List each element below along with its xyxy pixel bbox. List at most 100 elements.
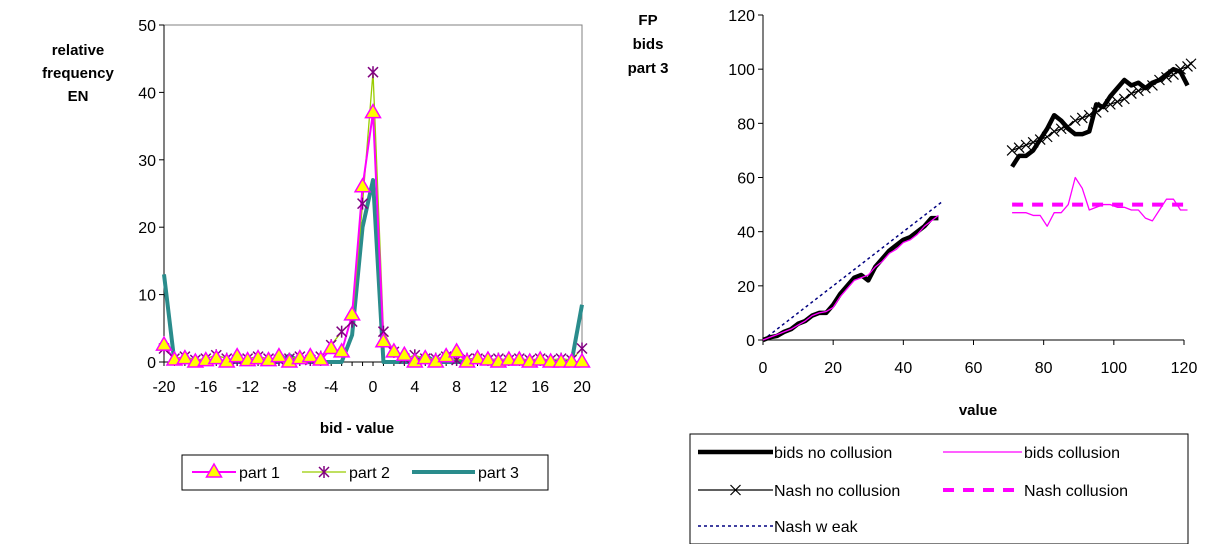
series-point-part-1: [395, 345, 414, 362]
series-point-part-2: [336, 325, 348, 338]
x-tick-label: 20: [573, 379, 591, 396]
series-point-part-1: [311, 350, 330, 366]
series-point-nash-no-collusion: [1048, 126, 1060, 137]
x-tick-label: 12: [490, 379, 508, 396]
series-point-nash-no-collusion-stroke: [1013, 142, 1025, 154]
series-point-nash-no-collusion-stroke: [1104, 98, 1116, 110]
series-point-part-1: [552, 352, 570, 368]
y-tick-label: 10: [138, 288, 156, 305]
legend-marker: [730, 484, 741, 496]
y-tick-label: 120: [728, 8, 755, 25]
series-point-nash-no-collusion-stroke: [1027, 136, 1039, 148]
x-tick-label: 4: [410, 379, 419, 396]
y-axis-label: relative: [52, 42, 105, 59]
series-point-nash-no-collusion: [1013, 142, 1025, 154]
series-line-bids-collusion: [762, 214, 939, 341]
series-point-part-2: [357, 197, 369, 210]
x-tick-label: 20: [824, 360, 842, 377]
y-axis-label: bids: [633, 36, 664, 53]
x-tick-label: 120: [1171, 360, 1198, 377]
series-line-bids-collusion: [1012, 176, 1188, 227]
series-point-part-1: [207, 349, 226, 365]
y-tick-label: 0: [147, 355, 156, 372]
series-point-part-1: [332, 342, 351, 358]
legend-label: Nash no collusion: [774, 483, 900, 500]
x-tick-label: -12: [236, 379, 259, 396]
y-tick-label: 20: [138, 220, 156, 237]
series-point-part-1: [500, 350, 518, 366]
series-point-nash-no-collusion-stroke: [1069, 115, 1081, 127]
x-tick-label: 16: [531, 379, 549, 396]
series-point-part-1: [322, 339, 340, 355]
series-point-nash-no-collusion: [1076, 112, 1088, 124]
legend: part 1 part 2 part 3: [181, 454, 549, 491]
series-point-nash-no-collusion-stroke: [1185, 58, 1197, 70]
series-point-nash-no-collusion-stroke: [1111, 96, 1123, 108]
x-tick-label: -4: [324, 379, 338, 396]
x-tick-label: 100: [1100, 360, 1127, 377]
legend-marker: [205, 462, 223, 478]
series-point-nash-no-collusion: [1118, 93, 1130, 105]
x-tick-label: 40: [894, 360, 912, 377]
legend-label: part 3: [478, 465, 519, 482]
series-point-part-1: [531, 350, 549, 366]
x-tick-label: -16: [194, 379, 217, 396]
series-point-part-1: [301, 347, 320, 363]
x-tick-label: 0: [759, 360, 768, 377]
series-line-part-3: [162, 178, 584, 364]
series-point-nash-no-collusion-stroke: [1076, 112, 1088, 124]
series-point-part-1: [510, 350, 529, 366]
series-point-part-1: [364, 103, 382, 119]
legend-marker: [318, 466, 330, 478]
chart-right: 0 20 40 60 80 100 120 0 20 40 60 80 100 120 FP bids part…: [600, 0, 1210, 545]
series-point-nash-no-collusion-stroke: [1020, 139, 1032, 151]
legend-label: part 2: [349, 465, 390, 482]
y-tick-label: 60: [737, 171, 755, 188]
y-tick-label: 40: [737, 225, 755, 242]
series-point-part-1: [374, 332, 393, 348]
series-point-part-1: [479, 350, 497, 366]
x-tick-label: 80: [1035, 360, 1053, 377]
series-point-part-1: [249, 349, 267, 365]
x-tick-label: -20: [152, 379, 175, 396]
series-point-nash-no-collusion: [1069, 115, 1081, 127]
y-tick-label: 50: [138, 18, 156, 35]
legend: bids no collusion bids collusion Nash no c…: [689, 433, 1189, 545]
series-point-part-2: [367, 66, 379, 79]
x-tick-label: -8: [282, 379, 296, 396]
y-axis-label: frequency: [42, 65, 114, 82]
series-point-nash-no-collusion: [1006, 144, 1018, 156]
x-axis-label: value: [959, 402, 997, 419]
x-tick-label: 0: [369, 379, 378, 396]
series-point-part-1: [343, 305, 361, 321]
series-point-part-1: [353, 177, 372, 193]
legend-label: part 1: [239, 465, 280, 482]
series-point-part-1: [176, 349, 194, 365]
y-tick-label: 100: [728, 62, 755, 79]
series-point-nash-no-collusion: [1125, 88, 1137, 99]
series-point-nash-no-collusion-stroke: [1041, 131, 1053, 143]
y-axis-label: EN: [68, 88, 89, 105]
series-point-nash-no-collusion-stroke: [1006, 144, 1018, 156]
y-tick-label: 20: [737, 279, 755, 296]
x-tick-label: 60: [965, 360, 983, 377]
chart-right-svg: 0 20 40 60 80 100 120 0 20 40 60 80 100 120 FP bids part…: [628, 8, 1198, 545]
series-point-part-1: [416, 349, 435, 365]
legend-label: Nash w eak: [774, 519, 859, 536]
y-tick-label: 30: [138, 153, 156, 170]
series-point-part-1: [385, 342, 403, 358]
series-line-Nash-w-eak: [762, 201, 943, 341]
chart-left: 0 10 20 30 40 50 -20 -16 -12 -8 -4 0 4 8 12 16 20 relativ…: [0, 0, 600, 544]
series-point-nash-no-collusion: [1020, 139, 1032, 151]
y-tick-label: 0: [746, 333, 755, 350]
y-axis-label: part 3: [628, 60, 669, 77]
series-point-part-1: [228, 347, 246, 363]
series-point-part-1: [270, 347, 288, 363]
series-point-part-1: [155, 335, 173, 351]
y-tick-label: 80: [737, 116, 755, 133]
legend-label: bids collusion: [1024, 445, 1120, 462]
legend-label: Nash collusion: [1024, 483, 1128, 500]
series-line-bids-no-collusion: [762, 215, 939, 343]
series-point-part-1: [562, 352, 581, 368]
chart-left-svg: 0 10 20 30 40 50 -20 -16 -12 -8 -4 0 4 8 12 16 20 relativ…: [42, 18, 591, 491]
